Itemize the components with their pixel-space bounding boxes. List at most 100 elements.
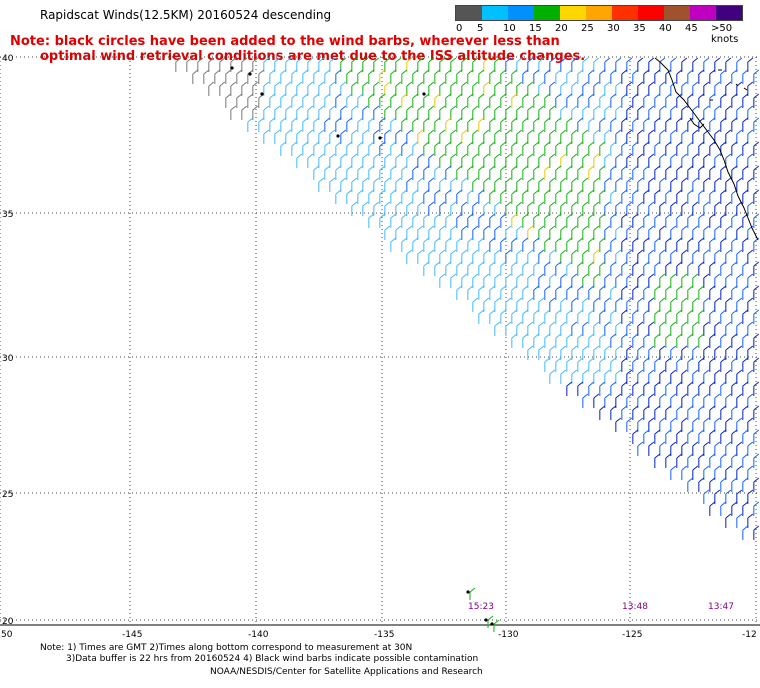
wind-barb — [445, 237, 452, 252]
wind-barb — [280, 69, 287, 84]
wind-barb — [527, 177, 534, 192]
contamination-dot — [484, 618, 488, 622]
wind-barb — [593, 297, 600, 312]
wind-barb — [593, 321, 600, 336]
wind-barb — [511, 213, 518, 228]
wind-barb — [285, 57, 292, 72]
wind-barb — [390, 117, 397, 132]
wind-barb — [461, 105, 468, 120]
wind-barb — [373, 129, 380, 144]
wind-barb — [577, 69, 584, 84]
wind-barb — [588, 357, 595, 372]
wind-barb — [423, 213, 430, 228]
wind-barb — [428, 153, 435, 168]
wind-barb — [511, 117, 518, 132]
wind-barb — [588, 285, 595, 300]
wind-barb — [632, 117, 639, 132]
wind-barb — [736, 81, 743, 96]
wind-barb — [538, 153, 545, 168]
wind-barb — [214, 69, 221, 84]
wind-barb — [742, 285, 749, 300]
wind-barb — [720, 477, 727, 492]
wind-barb — [538, 345, 545, 360]
wind-barb — [252, 105, 259, 120]
wind-barb — [274, 129, 281, 144]
wind-barb — [527, 273, 534, 288]
wind-barb — [450, 81, 457, 96]
wind-barb — [626, 393, 633, 408]
wind-barb — [192, 69, 199, 84]
wind-barb — [439, 177, 446, 192]
wind-barb — [428, 177, 435, 192]
wind-barb — [736, 441, 743, 456]
wind-barb — [648, 177, 655, 192]
wind-barb — [417, 57, 424, 72]
wind-barb — [731, 309, 738, 324]
wind-barb — [511, 189, 518, 204]
wind-barb — [676, 429, 683, 444]
wind-barb — [637, 225, 644, 240]
wind-barb — [610, 237, 617, 252]
wind-barb — [269, 93, 276, 108]
wind-barb — [604, 273, 611, 288]
wind-barb — [615, 129, 622, 144]
wind-barb — [698, 213, 705, 228]
wind-barb — [643, 69, 650, 84]
wind-barb — [676, 357, 683, 372]
wind-barb — [489, 93, 496, 108]
wind-barb — [681, 297, 688, 312]
wind-barb — [379, 93, 386, 108]
wind-barb — [362, 81, 369, 96]
wind-barb — [654, 189, 661, 204]
wind-barb — [648, 129, 655, 144]
wind-barb — [621, 117, 628, 132]
axis-labels: 40 35 30 25 20 -150 -145 -140 -135 -130 -125 -12 15:… — [0, 54, 757, 640]
wind-barb — [610, 141, 617, 156]
wind-barb — [742, 309, 749, 324]
wind-barb — [736, 417, 743, 432]
wind-barb — [621, 237, 628, 252]
wind-barb — [643, 333, 650, 348]
wind-barb — [274, 57, 281, 72]
wind-barb — [692, 129, 699, 144]
wind-barb — [610, 213, 617, 228]
wind-barb — [533, 69, 540, 84]
wind-barb — [560, 225, 567, 240]
wind-barb — [461, 57, 468, 72]
contamination-dot — [248, 72, 252, 76]
wind-barb — [632, 405, 639, 420]
wind-barb — [566, 141, 573, 156]
wind-barb — [731, 213, 738, 228]
wind-barb — [742, 237, 749, 252]
wind-barb — [588, 381, 595, 396]
wind-barb — [742, 429, 749, 444]
wind-barb — [560, 345, 567, 360]
wind-barb — [467, 261, 474, 276]
wind-barb — [659, 177, 666, 192]
wind-barb — [373, 105, 380, 120]
wind-barb — [604, 393, 611, 408]
wind-barb — [659, 393, 666, 408]
wind-barb — [263, 81, 270, 96]
wind-barb — [703, 489, 710, 504]
wind-barb — [577, 93, 584, 108]
wind-barb — [742, 69, 749, 84]
wind-barb — [725, 321, 732, 336]
wind-barb — [533, 213, 540, 228]
wind-barb — [676, 405, 683, 420]
wind-barb — [725, 441, 732, 456]
wind-barb — [346, 189, 353, 204]
wind-barb — [731, 453, 738, 468]
note-line-1: Note: black circles have been added to t… — [10, 34, 560, 49]
wind-barb — [511, 69, 518, 84]
wind-barb — [670, 201, 677, 216]
wind-barb — [720, 165, 727, 180]
wind-barb — [467, 237, 474, 252]
wind-barb — [731, 501, 738, 516]
wind-barb — [533, 141, 540, 156]
wind-barb — [703, 393, 710, 408]
wind-barb — [714, 225, 721, 240]
wind-barb — [346, 141, 353, 156]
wind-barb — [522, 93, 529, 108]
